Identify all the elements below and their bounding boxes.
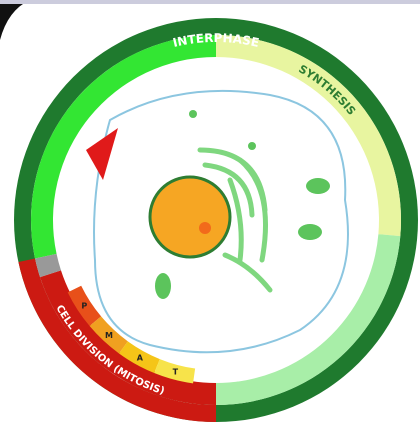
golgi [197,147,273,293]
phase-label: T [173,368,179,377]
label-top: INTERPHASE [171,31,260,50]
phase-segment [67,285,102,327]
phase-label: A [137,353,144,362]
segment-g1 [31,35,217,259]
nucleus [148,175,232,259]
label-top-text: INTERPHASE [171,31,260,50]
segment-m [40,270,216,405]
phase-label: P [81,302,87,311]
mitochondria [155,110,330,299]
phase-label: M [105,331,113,340]
segment-g0 [35,253,61,278]
corner [0,0,30,40]
arrow [86,128,118,180]
segment-g2 [216,234,401,405]
top-edge [0,0,420,4]
phase-segment [89,316,128,354]
phase-segment [154,359,196,384]
segment-s [216,35,402,237]
phase-segment [119,341,160,373]
nucleolus [199,222,211,234]
outer-red [18,258,216,422]
